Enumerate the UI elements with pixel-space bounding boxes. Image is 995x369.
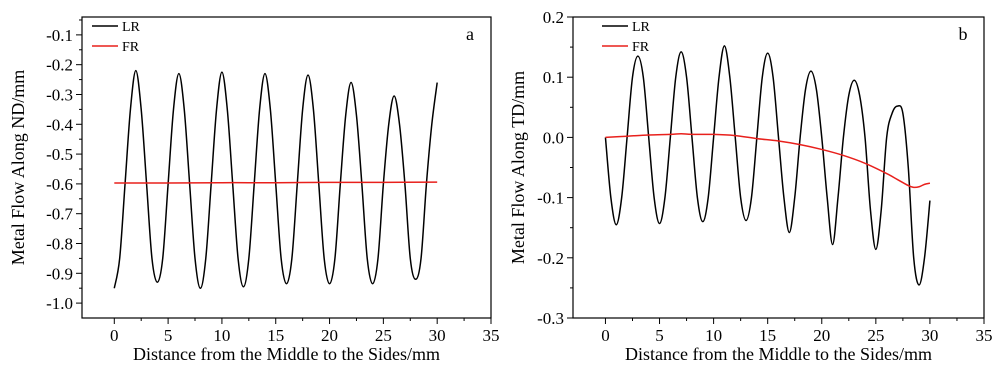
- panel-b-chart: 0 5 10 15 20 25 30 35 -0.3 -0.2 -0.1 0.0 0.1 0.2 Dista…: [508, 8, 993, 364]
- y-tick-label: -0.2: [46, 56, 73, 75]
- panel-a-chart: 0 5 10 15 20 25 30 35 -1.0 -0.9 -0.8 -0.7 -0.6 -0.5 -0…: [8, 16, 500, 364]
- series-line-fr: [605, 133, 931, 189]
- x-tick-label: 20: [321, 326, 338, 345]
- plot-frame: [81, 16, 492, 319]
- y-axis-title: Metal Flow Along TD/mm: [508, 71, 528, 264]
- y-tick-label: 0.1: [543, 68, 564, 87]
- y-axis-title: Metal Flow Along ND/mm: [8, 70, 28, 266]
- x-tick-label: 20: [813, 326, 830, 345]
- x-tick-label: 35: [483, 326, 500, 345]
- x-tick-label: 35: [976, 326, 993, 345]
- x-tick-label: 5: [164, 326, 173, 345]
- y-tick-label: -0.6: [46, 175, 73, 194]
- x-tick-label: 0: [110, 326, 119, 345]
- x-tick-label: 5: [655, 326, 664, 345]
- series-line-fr: [114, 181, 438, 184]
- legend-label-lr: LR: [122, 20, 141, 35]
- y-tick-label: -0.5: [46, 145, 73, 164]
- y-tick-label: -0.2: [537, 249, 564, 268]
- y-tick-label: 0.0: [543, 128, 564, 147]
- y-tick-label: -0.1: [537, 189, 564, 208]
- y-tick-label: -0.3: [46, 85, 73, 104]
- y-tick-label: -0.4: [46, 115, 73, 134]
- y-tick-label: -1.0: [46, 294, 73, 313]
- y-tick-label: -0.3: [537, 309, 564, 328]
- x-tick-label: 30: [921, 326, 938, 345]
- legend-label-lr: LR: [632, 20, 651, 35]
- x-tick-label: 0: [601, 326, 610, 345]
- panel-letter: b: [959, 24, 968, 44]
- x-tick-label: 15: [267, 326, 284, 345]
- y-tick-label: 0.2: [543, 8, 564, 27]
- series-line-lr: [113, 69, 438, 289]
- x-tick-label: 10: [213, 326, 230, 345]
- x-axis-title: Distance from the Middle to the Sides/mm: [133, 344, 440, 364]
- y-tick-label: -0.1: [46, 26, 73, 45]
- x-tick-label: 15: [759, 326, 776, 345]
- x-tick-label: 25: [375, 326, 392, 345]
- y-tick-label: -0.7: [46, 205, 73, 224]
- x-tick-label: 10: [705, 326, 722, 345]
- legend-label-fr: FR: [122, 40, 140, 55]
- x-tick-label: 25: [867, 326, 884, 345]
- legend-label-fr: FR: [632, 40, 650, 55]
- series-line-lr: [604, 45, 931, 286]
- y-tick-label: -0.8: [46, 234, 73, 253]
- x-axis-title: Distance from the Middle to the Sides/mm: [625, 344, 932, 364]
- x-tick-label: 30: [429, 326, 446, 345]
- y-tick-label: -0.9: [46, 264, 73, 283]
- panel-letter: a: [466, 24, 474, 44]
